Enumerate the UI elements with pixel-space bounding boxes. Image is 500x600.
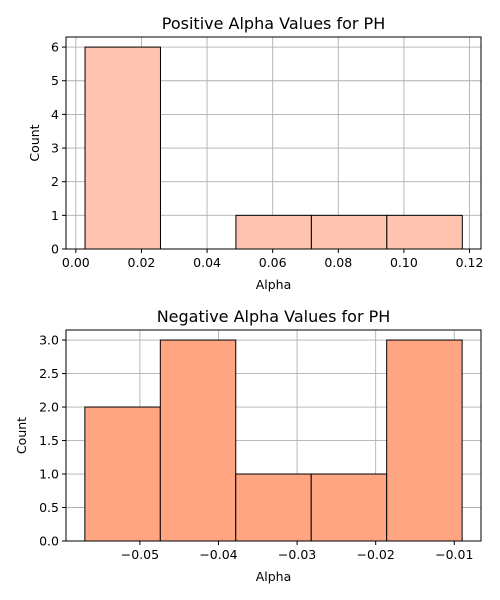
top-y-tick-label: 3 [51, 141, 59, 156]
top-bar-3 [235, 214, 312, 250]
bottom-bar-5 [386, 339, 463, 542]
top-y-axis-label: Count [27, 124, 42, 161]
top-bar-4 [310, 214, 388, 250]
top-x-tick-label: 0.06 [259, 255, 287, 270]
bottom-x-tick-label: −0.05 [121, 547, 159, 562]
top-x-tick-label: 0.02 [128, 255, 156, 270]
bottom-histogram: −0.05 −0.04 −0.03 −0.02 −0.01 0.0 0.5 1.0 1.5 2.0… [14, 307, 482, 584]
bottom-bar-4 [310, 473, 388, 542]
bottom-y-axis-label: Count [14, 417, 29, 454]
bottom-y-tick-label: 1.5 [39, 433, 59, 448]
bottom-y-tick-label: 0.5 [39, 500, 59, 515]
bottom-bar-2 [159, 339, 237, 542]
top-y-tick-label: 6 [51, 40, 59, 55]
bottom-y-tick-label: 0.0 [39, 534, 59, 549]
top-y-tick-label: 4 [51, 107, 59, 122]
top-y-tick-label: 2 [51, 174, 59, 189]
bottom-x-tick-label: −0.04 [199, 547, 237, 562]
bottom-x-tick-label: −0.01 [435, 547, 473, 562]
top-x-tick-label: 0.04 [193, 255, 221, 270]
bottom-x-tick-label: −0.03 [278, 547, 316, 562]
top-axes-frame [65, 36, 482, 250]
bottom-axes-frame [65, 329, 482, 542]
bottom-y-tick-label: 2.5 [39, 366, 59, 381]
bottom-bar-3 [235, 473, 312, 542]
top-y-tick-label: 0 [51, 242, 59, 257]
top-bar-5 [386, 214, 463, 250]
bottom-y-tick-label: 3.0 [39, 333, 59, 348]
bottom-y-tick-label: 2.0 [39, 400, 59, 415]
top-x-axis-label: Alpha [256, 277, 292, 292]
top-histogram: 0.00 0.02 0.04 0.06 0.08 0.10 0.12 0 1 2 3 4 5 6 Posit… [27, 14, 483, 292]
top-x-tick-label: 0.10 [390, 255, 418, 270]
top-chart-title: Positive Alpha Values for PH [162, 14, 385, 33]
top-x-tick-label: 0.00 [62, 255, 90, 270]
bottom-x-tick-label: −0.02 [357, 547, 395, 562]
top-y-tick-label: 5 [51, 73, 59, 88]
top-x-tick-label: 0.12 [456, 255, 484, 270]
bottom-chart-title: Negative Alpha Values for PH [157, 307, 391, 326]
bottom-x-axis-label: Alpha [256, 569, 292, 584]
bottom-y-tick-label: 1.0 [39, 467, 59, 482]
bottom-bar-1 [84, 406, 161, 542]
top-bar-1 [84, 46, 161, 250]
top-y-tick-label: 1 [51, 208, 59, 223]
top-x-tick-label: 0.08 [324, 255, 352, 270]
